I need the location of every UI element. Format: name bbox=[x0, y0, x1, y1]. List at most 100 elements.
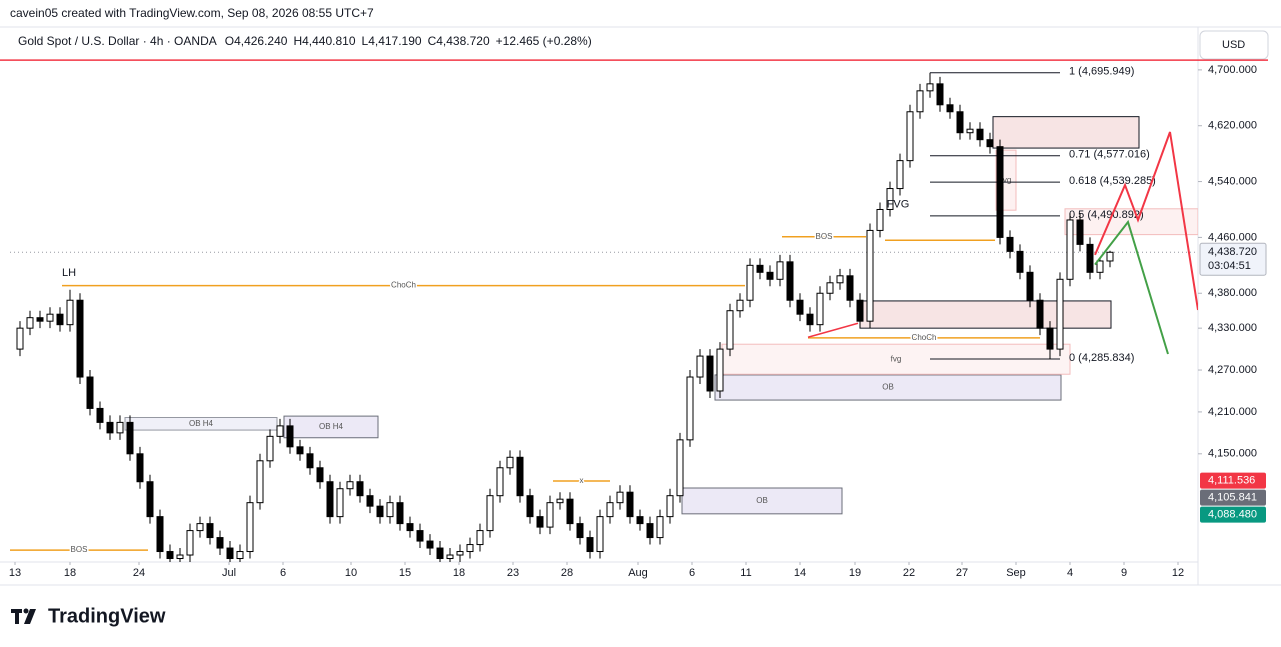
y-tick-label: 4,460.000 bbox=[1208, 231, 1257, 243]
candle-body bbox=[86, 376, 94, 409]
candle-body bbox=[366, 495, 374, 507]
candle-body bbox=[66, 299, 74, 326]
candle-body bbox=[516, 456, 524, 497]
x-tick-label: 11 bbox=[740, 567, 751, 579]
candle-body bbox=[316, 467, 324, 483]
zone-label: OB bbox=[882, 383, 894, 392]
candle-body bbox=[976, 128, 984, 141]
candle-body bbox=[96, 407, 104, 423]
candle-body bbox=[276, 425, 284, 437]
zone-label: fvg bbox=[891, 354, 902, 363]
candle-body bbox=[916, 90, 924, 113]
candle-body bbox=[386, 502, 394, 518]
candle-body bbox=[186, 530, 194, 556]
candle-body bbox=[416, 530, 424, 542]
candle-body bbox=[1066, 219, 1074, 280]
candle-body bbox=[986, 139, 994, 148]
level-label: ChoCh bbox=[391, 281, 416, 290]
ohlc-value: +12.465 (+0.28%) bbox=[496, 34, 592, 48]
candle-body bbox=[36, 317, 44, 322]
price-tag-label: 4,111.536 bbox=[1208, 475, 1255, 487]
currency: USD bbox=[1222, 39, 1245, 51]
fib-label: 0.618 (4,539.285) bbox=[1069, 175, 1156, 187]
x-tick-label: 14 bbox=[794, 567, 806, 579]
x-tick-label: Sep bbox=[1006, 567, 1026, 579]
projection-path bbox=[1094, 131, 1198, 311]
candle-body bbox=[76, 299, 84, 378]
candle-body bbox=[146, 481, 154, 518]
candle-body bbox=[136, 453, 144, 483]
candle-body bbox=[556, 498, 564, 504]
candle-body bbox=[116, 421, 124, 434]
candle-body bbox=[266, 435, 274, 462]
ohlc-value: L4,417.190 bbox=[362, 34, 422, 48]
projection-path bbox=[1094, 219, 1169, 355]
level-line bbox=[807, 322, 859, 338]
candle-body bbox=[16, 327, 24, 350]
candle-body bbox=[396, 502, 404, 525]
candle-body bbox=[616, 491, 624, 504]
candle-body bbox=[436, 547, 444, 560]
level-label: BOS bbox=[71, 545, 88, 554]
currency-button[interactable] bbox=[1199, 30, 1269, 60]
candle-body bbox=[806, 313, 814, 326]
y-tick-label: 4,330.000 bbox=[1208, 322, 1257, 334]
level-label: BOS bbox=[816, 232, 833, 241]
candle-body bbox=[376, 505, 384, 518]
fib-label: 0 (4,285.834) bbox=[1069, 352, 1134, 364]
zone-box bbox=[124, 417, 278, 431]
candle-body bbox=[426, 540, 434, 549]
last-price-label: 4,438.720 bbox=[1208, 246, 1257, 258]
y-tick-label: 4,620.000 bbox=[1208, 120, 1257, 132]
candle-body bbox=[536, 516, 544, 528]
x-tick-label: 23 bbox=[507, 567, 519, 579]
x-tick-label: 9 bbox=[1121, 567, 1127, 579]
candle-body bbox=[56, 313, 64, 326]
x-tick-label: 18 bbox=[453, 567, 465, 579]
candle-body bbox=[906, 111, 914, 162]
fib-label: 0.71 (4,577.016) bbox=[1069, 149, 1150, 161]
candle-body bbox=[356, 481, 364, 497]
candle-body bbox=[1016, 250, 1024, 273]
x-tick-label: 28 bbox=[561, 567, 573, 579]
price-tag bbox=[1200, 506, 1266, 523]
ohlc-value: H4,440.810 bbox=[293, 34, 355, 48]
x-tick-label: 10 bbox=[345, 567, 357, 579]
zone-box bbox=[283, 415, 379, 439]
candle-body bbox=[936, 83, 944, 106]
candle-body bbox=[1106, 251, 1114, 262]
candle-body bbox=[846, 275, 854, 301]
candle-body bbox=[796, 299, 804, 315]
candle-body bbox=[156, 516, 164, 553]
candle-body bbox=[456, 551, 464, 556]
candle-body bbox=[996, 146, 1004, 238]
candle-body bbox=[566, 498, 574, 525]
candle-body bbox=[786, 261, 794, 301]
candle-body bbox=[286, 425, 294, 448]
candle-body bbox=[706, 355, 714, 392]
candle-body bbox=[746, 264, 754, 301]
y-tick-label: 4,210.000 bbox=[1208, 406, 1257, 418]
candle-body bbox=[646, 523, 654, 539]
candle-body bbox=[896, 160, 904, 190]
zone-label: OB H4 bbox=[319, 422, 344, 431]
candle-body bbox=[466, 544, 474, 553]
zone-label: OB bbox=[756, 496, 768, 505]
x-tick-label: 12 bbox=[1172, 567, 1184, 579]
candle-body bbox=[196, 523, 204, 532]
candle-body bbox=[446, 554, 454, 560]
candle-body bbox=[586, 537, 594, 553]
candle-body bbox=[1056, 278, 1064, 350]
candle-body bbox=[866, 229, 874, 322]
candle-body bbox=[206, 523, 214, 539]
candle-body bbox=[676, 439, 684, 497]
candle-body bbox=[776, 261, 784, 280]
fib-label: 1 (4,695.949) bbox=[1069, 66, 1134, 78]
candle-body bbox=[236, 551, 244, 560]
countdown: 03:04:51 bbox=[1208, 260, 1251, 272]
candle-body bbox=[246, 502, 254, 553]
candle-body bbox=[526, 495, 534, 518]
candle-body bbox=[336, 488, 344, 518]
x-tick-label: 18 bbox=[64, 567, 76, 579]
